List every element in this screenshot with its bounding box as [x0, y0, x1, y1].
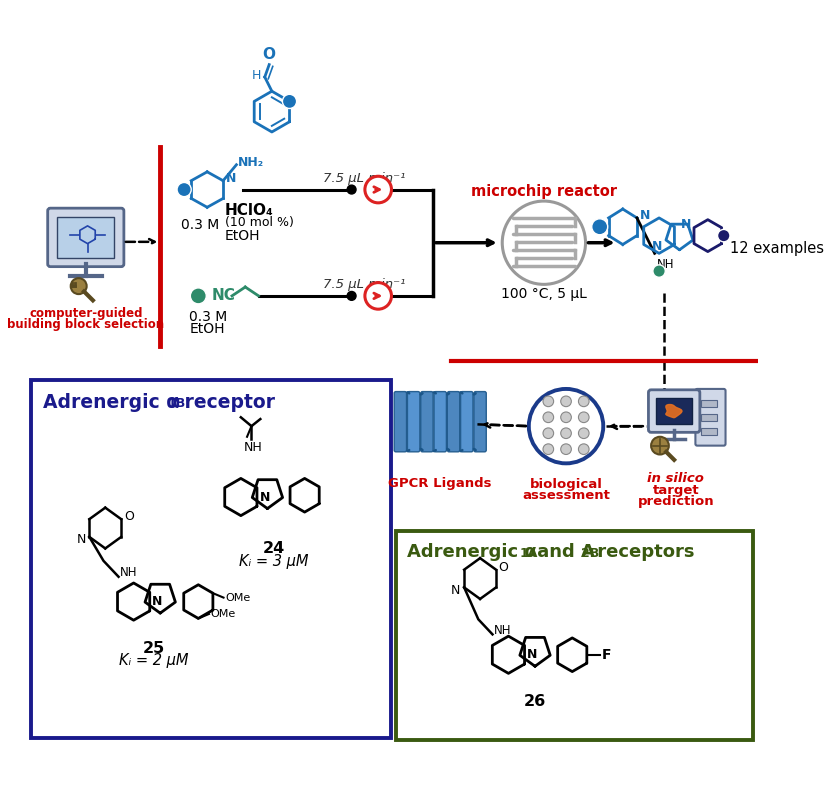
Circle shape	[561, 428, 571, 439]
Circle shape	[578, 428, 589, 439]
Circle shape	[653, 265, 665, 277]
Text: N: N	[652, 240, 662, 252]
Circle shape	[177, 182, 191, 196]
Circle shape	[71, 279, 87, 294]
Text: 7.5 μL min⁻¹: 7.5 μL min⁻¹	[323, 278, 406, 291]
Circle shape	[561, 444, 571, 454]
Text: microchip reactor: microchip reactor	[471, 184, 617, 199]
Text: N: N	[452, 584, 461, 596]
Text: Kᵢ = 2 μM: Kᵢ = 2 μM	[119, 653, 189, 668]
Text: O: O	[499, 560, 509, 574]
Circle shape	[347, 185, 356, 194]
Circle shape	[578, 412, 589, 423]
Text: NH₂: NH₂	[238, 156, 265, 170]
FancyBboxPatch shape	[474, 391, 486, 452]
Circle shape	[718, 230, 730, 242]
Text: N: N	[260, 491, 270, 503]
Text: 12 examples: 12 examples	[730, 241, 824, 256]
FancyBboxPatch shape	[48, 208, 124, 267]
Text: HClO₄: HClO₄	[225, 203, 274, 218]
Text: 2B: 2B	[581, 547, 600, 559]
Text: 0.3 M: 0.3 M	[189, 310, 227, 324]
Polygon shape	[666, 405, 682, 417]
Text: NH: NH	[494, 624, 511, 637]
Text: O: O	[263, 47, 275, 62]
Text: EtOH: EtOH	[189, 322, 225, 335]
Text: Adrenergic α: Adrenergic α	[43, 394, 179, 413]
Text: 7.5 μL min⁻¹: 7.5 μL min⁻¹	[323, 171, 406, 185]
FancyBboxPatch shape	[394, 391, 407, 452]
Circle shape	[190, 288, 206, 304]
Text: 24: 24	[262, 541, 284, 556]
FancyBboxPatch shape	[648, 390, 700, 432]
Text: prediction: prediction	[638, 495, 715, 508]
Circle shape	[578, 396, 589, 406]
FancyBboxPatch shape	[700, 428, 717, 435]
Circle shape	[528, 389, 603, 463]
Circle shape	[365, 176, 391, 203]
FancyBboxPatch shape	[31, 380, 390, 738]
Circle shape	[543, 396, 553, 406]
Text: NC: NC	[212, 289, 236, 304]
Circle shape	[592, 219, 608, 235]
Text: target: target	[653, 484, 699, 497]
Text: receptors: receptors	[590, 543, 695, 561]
Text: (10 mol %): (10 mol %)	[225, 216, 294, 229]
FancyBboxPatch shape	[700, 399, 717, 406]
Text: Kᵢ = 3 μM: Kᵢ = 3 μM	[239, 554, 308, 569]
FancyBboxPatch shape	[447, 391, 460, 452]
Text: receptor: receptor	[178, 394, 275, 413]
FancyBboxPatch shape	[396, 531, 753, 740]
Circle shape	[347, 291, 356, 301]
Text: N: N	[152, 595, 163, 608]
Text: O: O	[124, 510, 134, 523]
FancyBboxPatch shape	[57, 217, 114, 258]
Text: and A: and A	[531, 543, 595, 561]
Text: in silico: in silico	[648, 473, 705, 485]
Text: N: N	[639, 209, 650, 222]
Text: N: N	[681, 218, 691, 230]
Circle shape	[561, 396, 571, 406]
Circle shape	[543, 428, 553, 439]
Text: OMe: OMe	[211, 609, 236, 619]
Text: NH: NH	[244, 441, 263, 454]
FancyBboxPatch shape	[696, 389, 725, 446]
Text: F: F	[601, 648, 611, 662]
Circle shape	[502, 201, 586, 284]
Text: N: N	[226, 173, 237, 185]
FancyBboxPatch shape	[408, 391, 420, 452]
Text: biological: biological	[529, 477, 603, 491]
FancyBboxPatch shape	[421, 391, 433, 452]
Text: building block selection: building block selection	[7, 318, 165, 331]
Text: 1B: 1B	[167, 397, 185, 410]
Text: assessment: assessment	[522, 489, 610, 502]
FancyBboxPatch shape	[700, 413, 717, 421]
Circle shape	[543, 412, 553, 423]
Text: NH: NH	[657, 258, 674, 271]
Circle shape	[282, 95, 297, 108]
Text: 1A: 1A	[520, 547, 538, 559]
FancyBboxPatch shape	[657, 398, 692, 424]
Circle shape	[365, 282, 391, 309]
Text: GPCR Ligands: GPCR Ligands	[389, 477, 492, 490]
FancyBboxPatch shape	[461, 391, 473, 452]
Circle shape	[543, 444, 553, 454]
Text: computer-guided: computer-guided	[29, 306, 142, 320]
Text: NH: NH	[119, 567, 137, 579]
Text: OMe: OMe	[225, 593, 251, 603]
Text: EtOH: EtOH	[225, 229, 261, 242]
Text: 0.3 M: 0.3 M	[180, 218, 219, 232]
FancyBboxPatch shape	[434, 391, 447, 452]
Text: N: N	[76, 533, 86, 546]
Text: 25: 25	[143, 641, 165, 656]
Text: H: H	[252, 69, 261, 82]
Text: Adrenergic α: Adrenergic α	[407, 543, 536, 561]
Circle shape	[561, 412, 571, 423]
Text: 26: 26	[523, 694, 546, 709]
Text: N: N	[527, 649, 538, 661]
Circle shape	[578, 444, 589, 454]
Text: 100 °C, 5 μL: 100 °C, 5 μL	[501, 287, 587, 301]
Circle shape	[651, 437, 669, 454]
